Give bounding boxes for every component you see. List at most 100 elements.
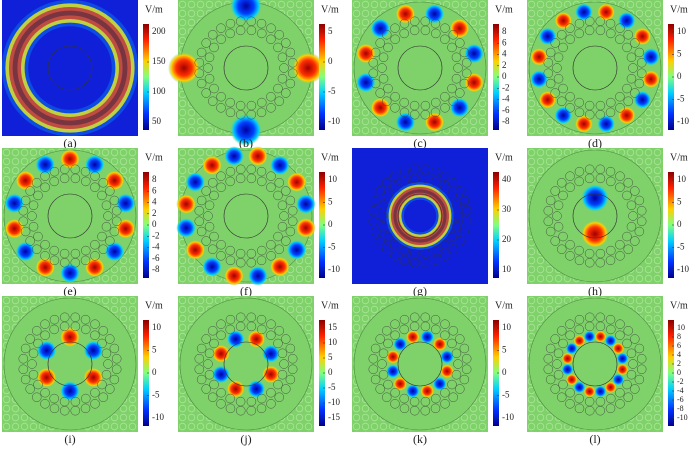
field-lobe [573,381,586,394]
air-hole [277,221,288,232]
air-hole [636,364,647,375]
air-hole [605,255,616,266]
air-hole [49,255,60,266]
air-hole [109,226,120,237]
air-hole [626,52,637,63]
colorbar-tick-label: 5 [152,345,157,355]
air-hole [453,211,463,221]
air-hole [257,97,267,108]
colorbar-tick-label: -4 [152,242,160,252]
colorbar-tick-label: 10 [328,174,338,184]
air-hole [459,374,470,385]
air-hole [420,164,431,175]
air-hole [81,393,91,404]
air-hole [194,57,205,68]
air-hole [543,216,554,227]
air-hole [378,221,389,232]
air-hole [574,324,584,335]
colorbar-tick-label: -10 [328,397,340,407]
air-hole [615,103,625,113]
air-hole [622,83,632,94]
air-hole [545,47,556,58]
colorbar-tick-label: -2 [502,82,510,92]
air-hole [225,176,235,187]
air-hole [201,334,211,344]
air-hole [111,364,122,375]
air-hole [574,28,584,39]
air-hole [368,353,379,364]
air-hole [274,96,284,106]
air-hole [101,348,112,359]
air-hole [399,28,409,39]
air-hole [615,239,625,250]
air-hole [636,353,647,364]
panel-label: (l) [589,432,600,446]
air-hole [40,171,50,181]
panel: V/m 86 420-2 -4-6-8 (c) [352,0,513,150]
field-lobe [104,241,125,262]
air-hole [565,23,575,33]
field-lobe [176,194,197,215]
cladding [3,297,137,431]
cladding [528,1,662,135]
colorbar-tick-label: 10 [502,264,512,274]
colorbar-tick-label: 0 [502,71,507,81]
air-hole [90,330,100,341]
air-hole [225,403,236,414]
colorbar [493,172,499,278]
air-hole [370,226,381,237]
air-hole [370,195,381,206]
colorbar-tick-label: 5 [328,26,333,36]
air-hole [216,23,226,33]
air-hole [606,245,616,256]
field-lobe [176,217,197,238]
air-hole [626,348,637,359]
cladding [179,297,313,431]
colorbar-tick-label: 5 [502,345,507,355]
colorbar-tick-label: 8 [502,26,507,36]
air-hole [461,68,472,79]
air-hole [545,374,556,385]
field-lobe [440,349,455,364]
field-lobe [226,379,245,398]
air-hole [209,338,219,349]
air-hole [375,334,385,344]
air-hole [451,369,462,380]
colorbar-tick-label: 2 [502,60,507,70]
colorbar-tick-label: 0 [502,367,507,377]
colorbar [143,172,149,278]
air-hole [420,405,431,416]
air-hole [382,96,392,106]
air-hole [399,97,409,108]
colorbar [319,172,325,278]
air-hole [368,57,379,68]
air-hole [440,251,450,261]
colorbar-tick-label: 5 [677,49,682,59]
air-hole [266,239,276,250]
air-hole [430,403,441,414]
air-hole [97,379,107,390]
colorbar-tick-label: -4 [502,94,510,104]
air-hole [623,178,633,188]
air-hole [109,374,120,385]
air-hole [274,392,284,402]
air-hole [273,42,283,53]
colorbar-tick-label: 8 [152,174,157,184]
air-hole [595,16,606,27]
air-hole [204,348,215,359]
air-hole [636,216,647,227]
colorbar-tick-label: 20 [502,234,512,244]
air-hole [634,226,645,237]
air-hole [455,334,465,344]
cladding [179,149,313,283]
air-hole [550,88,560,98]
air-hole [557,244,567,254]
air-hole [368,68,379,79]
air-hole [25,384,35,394]
cladding [528,149,662,283]
air-hole [574,166,585,177]
air-hole [595,109,606,120]
air-hole [208,392,218,402]
air-hole [101,369,112,380]
